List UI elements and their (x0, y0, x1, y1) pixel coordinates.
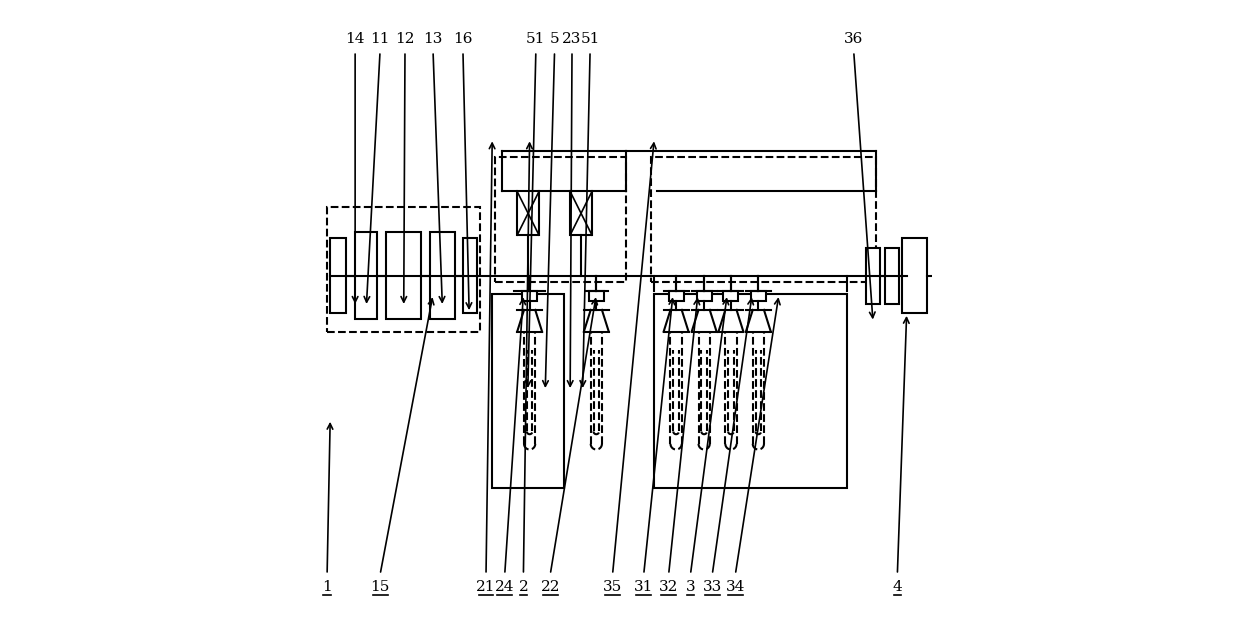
FancyBboxPatch shape (570, 192, 591, 235)
Text: 24: 24 (495, 580, 515, 594)
FancyBboxPatch shape (655, 294, 847, 488)
FancyBboxPatch shape (330, 239, 346, 313)
FancyBboxPatch shape (751, 291, 766, 300)
FancyBboxPatch shape (517, 192, 539, 235)
FancyBboxPatch shape (463, 239, 476, 313)
Text: 23: 23 (562, 32, 582, 46)
Text: 51: 51 (526, 32, 546, 46)
Text: 33: 33 (703, 580, 722, 594)
Text: 35: 35 (603, 580, 622, 594)
Text: 3: 3 (686, 580, 696, 594)
Text: 31: 31 (634, 580, 653, 594)
Text: 21: 21 (476, 580, 496, 594)
FancyBboxPatch shape (723, 291, 738, 300)
Text: 12: 12 (396, 32, 414, 46)
Text: 5: 5 (549, 32, 559, 46)
Text: 32: 32 (658, 580, 678, 594)
Text: 11: 11 (371, 32, 389, 46)
FancyBboxPatch shape (430, 232, 455, 319)
Text: 36: 36 (844, 32, 863, 46)
FancyBboxPatch shape (589, 291, 604, 300)
FancyBboxPatch shape (492, 294, 564, 488)
FancyBboxPatch shape (387, 232, 420, 319)
Text: 4: 4 (893, 580, 903, 594)
FancyBboxPatch shape (668, 291, 683, 300)
Text: 22: 22 (541, 580, 560, 594)
Text: 14: 14 (346, 32, 365, 46)
FancyBboxPatch shape (901, 239, 926, 313)
FancyBboxPatch shape (867, 247, 880, 304)
FancyBboxPatch shape (355, 232, 377, 319)
Text: 13: 13 (423, 32, 443, 46)
FancyBboxPatch shape (885, 247, 899, 304)
Text: 51: 51 (580, 32, 600, 46)
Text: 2: 2 (518, 580, 528, 594)
Text: 34: 34 (725, 580, 745, 594)
FancyBboxPatch shape (522, 291, 537, 300)
FancyBboxPatch shape (697, 291, 712, 300)
Text: 15: 15 (371, 580, 389, 594)
Text: 16: 16 (453, 32, 472, 46)
Text: 1: 1 (322, 580, 332, 594)
